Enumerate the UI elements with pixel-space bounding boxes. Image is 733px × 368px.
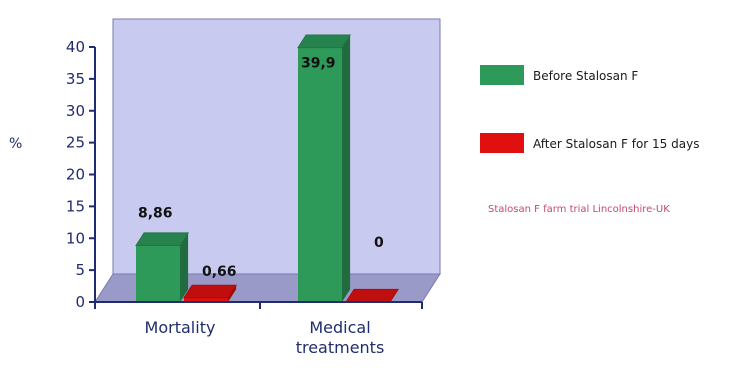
y-tick-label: 40: [66, 38, 85, 56]
y-tick-label: 30: [66, 102, 85, 120]
bar-front: [298, 47, 342, 303]
legend-swatch: [480, 65, 524, 85]
bar-side: [228, 285, 237, 302]
bar-top: [345, 288, 400, 303]
data-label: 8,86: [138, 206, 173, 222]
bar-top: [183, 284, 238, 299]
legend-swatch: [480, 133, 524, 153]
bar: 39,9: [297, 34, 352, 303]
bar-front: [136, 245, 180, 302]
y-tick-label: 0: [75, 293, 85, 311]
bar: 0,66: [183, 264, 238, 302]
bar-side: [342, 35, 351, 302]
y-tick-label: 15: [66, 197, 85, 215]
data-label: 0,66: [202, 264, 237, 280]
data-label: 0: [374, 235, 384, 251]
y-axis: 0 5 10 15 20 25 30 35 40: [66, 38, 96, 311]
y-tick-label: 25: [66, 134, 85, 152]
x-category-label: Mortality: [145, 318, 216, 337]
y-axis-label: %: [9, 136, 22, 152]
x-axis: Mortality Medical treatments: [94, 301, 423, 357]
legend-item: Before Stalosan F: [480, 65, 638, 85]
bar-side: [180, 232, 189, 302]
x-category-label: Medical treatments: [296, 318, 385, 357]
bar-front: [184, 297, 228, 302]
y-tick-label: 35: [66, 70, 85, 88]
legend-item: After Stalosan F for 15 days: [480, 133, 699, 153]
legend-label: Before Stalosan F: [533, 69, 638, 83]
chart-annotation: Stalosan F farm trial Lincolnshire-UK: [488, 204, 670, 215]
y-tick-label: 10: [66, 229, 85, 247]
bar-top: [135, 232, 190, 247]
y-tick-label: 20: [66, 166, 85, 184]
data-label: 39,9: [301, 56, 336, 72]
legend-label: After Stalosan F for 15 days: [533, 137, 699, 151]
bars: 8,86 39,9 0,66 0: [135, 34, 400, 303]
bar: 8,86: [135, 206, 190, 302]
bar-top: [297, 34, 352, 49]
y-tick-label: 5: [75, 261, 85, 279]
legend: Before Stalosan F After Stalosan F for 15…: [480, 65, 699, 153]
